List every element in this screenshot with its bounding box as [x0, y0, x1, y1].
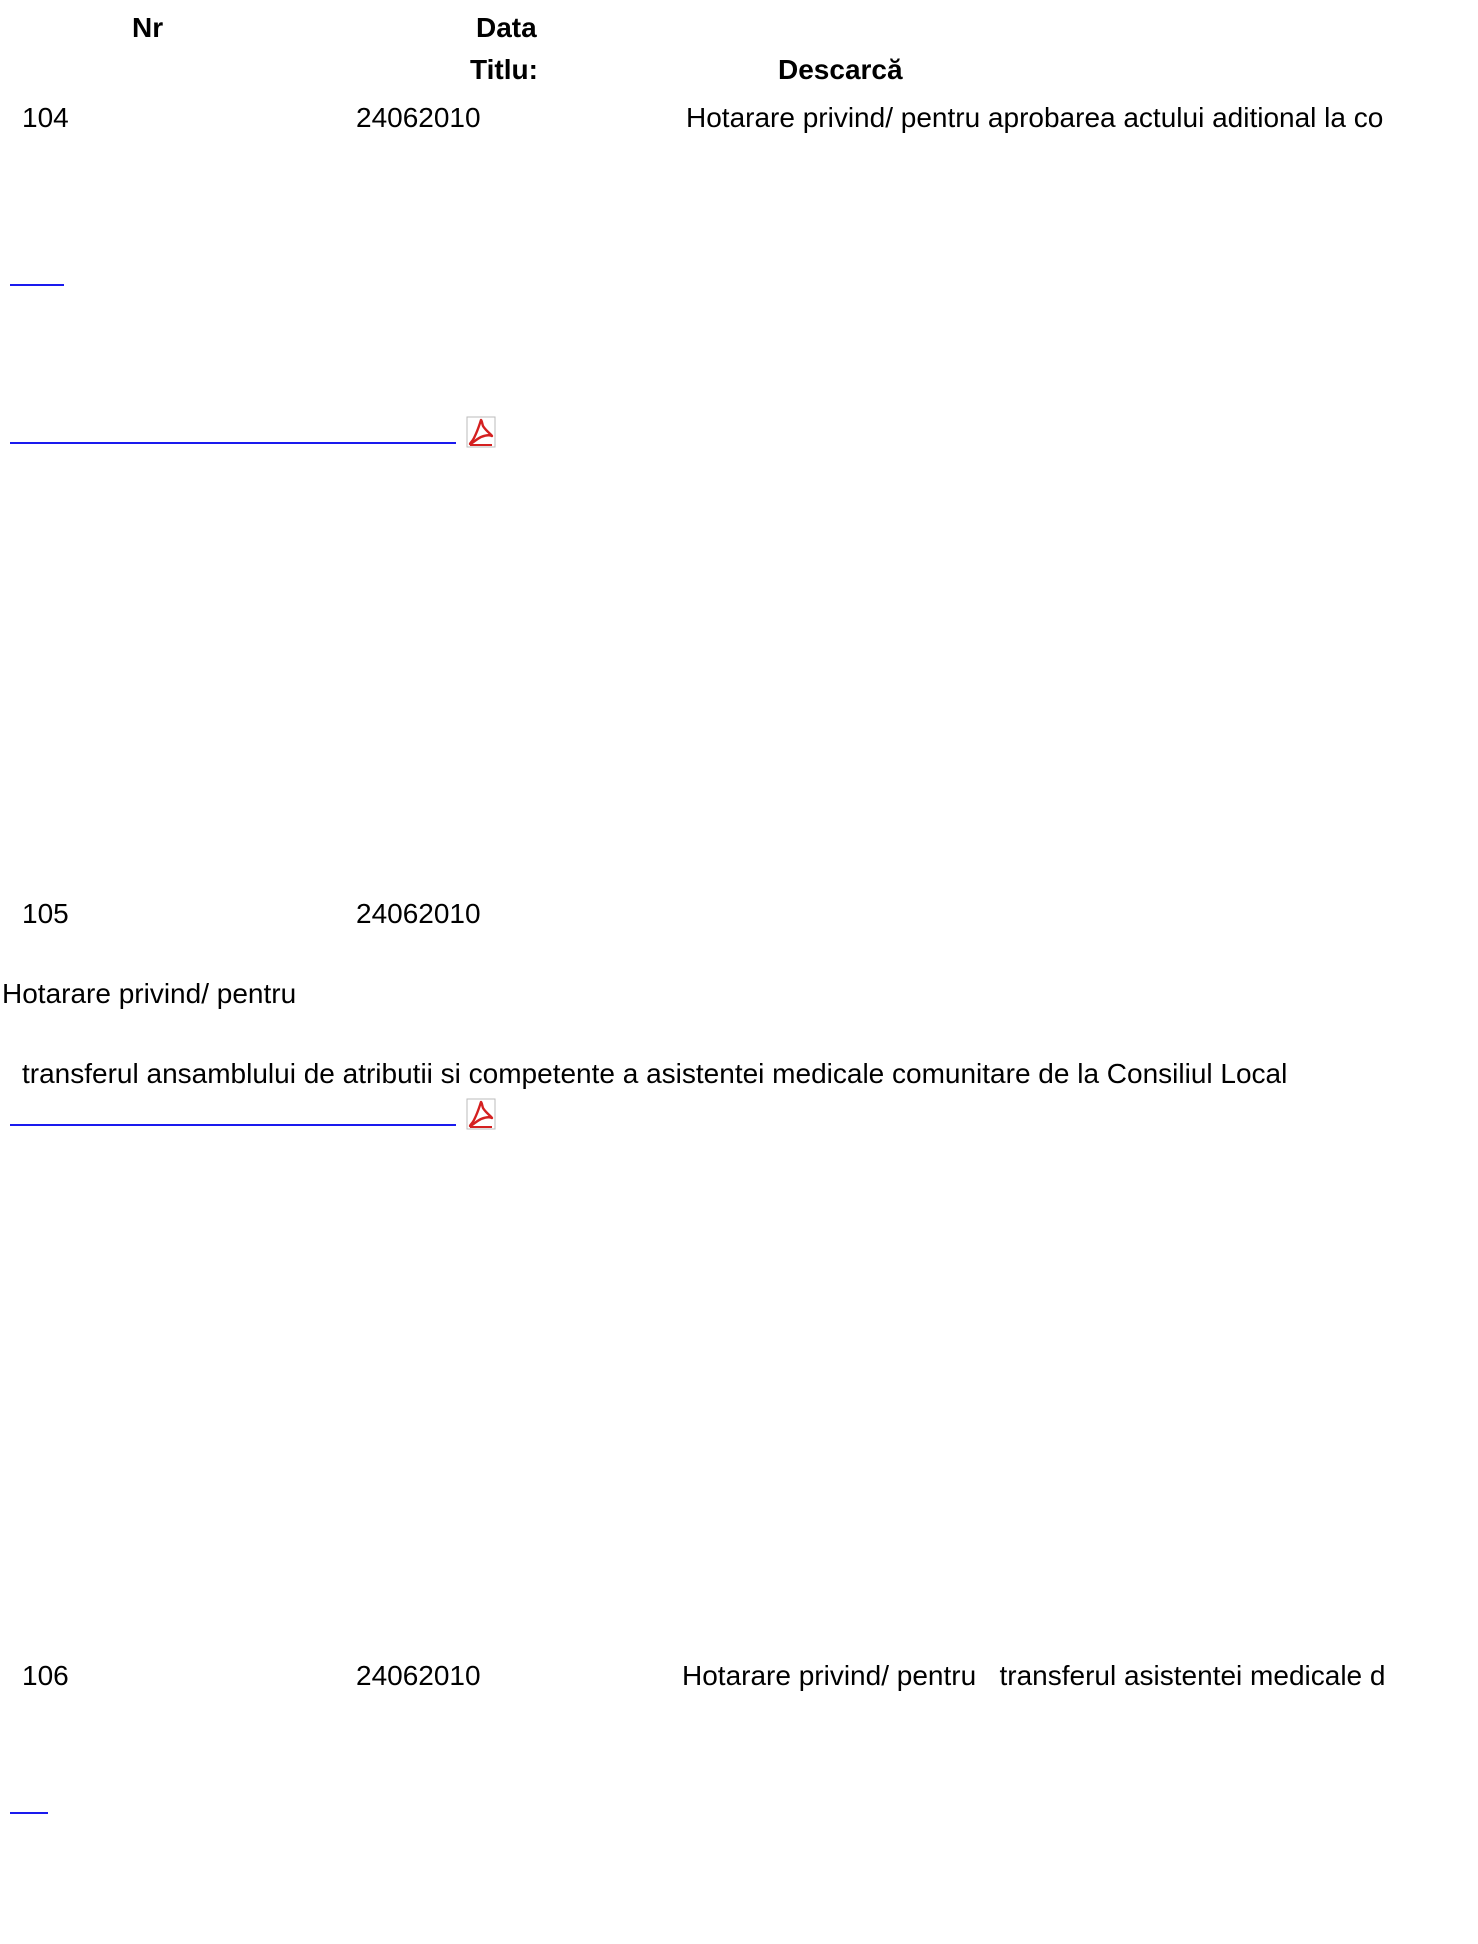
download-link[interactable] [10, 442, 456, 444]
header-titlu: Titlu: [470, 54, 538, 85]
row-title: Hotarare privind/ pentru transferul asis… [682, 1660, 1386, 1691]
header-descarca: Descarcă [778, 54, 903, 85]
pdf-icon[interactable] [466, 416, 496, 448]
row-date: 24062010 [356, 898, 481, 929]
row-date: 24062010 [356, 102, 481, 133]
row-nr: 105 [22, 898, 69, 929]
row-title-line2: transferul ansamblului de atributii si c… [22, 1058, 1288, 1089]
download-link[interactable] [10, 1124, 456, 1126]
row-nr: 106 [22, 1660, 69, 1691]
empty-link[interactable] [10, 284, 64, 286]
header-nr: Nr [132, 12, 164, 43]
pdf-icon[interactable] [466, 1098, 496, 1130]
row-title: Hotarare privind/ pentru aprobarea actul… [686, 102, 1384, 133]
empty-link[interactable] [10, 1812, 48, 1814]
header-data: Data [476, 12, 537, 43]
row-nr: 104 [22, 102, 69, 133]
row-date: 24062010 [356, 1660, 481, 1691]
row-title-line1: Hotarare privind/ pentru [2, 978, 297, 1009]
